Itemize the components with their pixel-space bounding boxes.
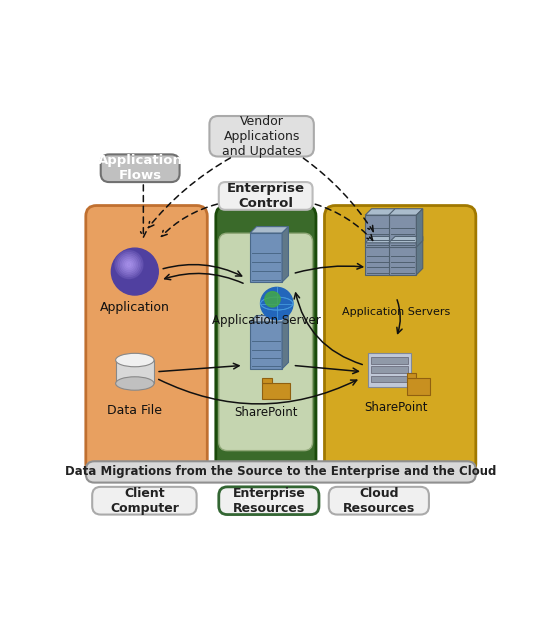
- Polygon shape: [389, 237, 423, 243]
- FancyBboxPatch shape: [368, 353, 411, 387]
- Text: Vendor
Applications
and Updates: Vendor Applications and Updates: [222, 115, 301, 158]
- Text: Application Servers: Application Servers: [342, 307, 450, 317]
- FancyBboxPatch shape: [262, 378, 272, 383]
- FancyBboxPatch shape: [407, 373, 416, 378]
- Circle shape: [122, 257, 136, 272]
- FancyBboxPatch shape: [250, 322, 282, 369]
- Polygon shape: [365, 209, 399, 215]
- FancyBboxPatch shape: [365, 215, 393, 247]
- Circle shape: [123, 259, 135, 270]
- Ellipse shape: [116, 353, 154, 366]
- Polygon shape: [389, 209, 423, 215]
- Polygon shape: [250, 316, 289, 322]
- Text: Application Server: Application Server: [212, 314, 321, 327]
- Text: Application: Application: [100, 302, 170, 315]
- Text: Data Migrations from the Source to the Enterprise and the Cloud: Data Migrations from the Source to the E…: [65, 465, 497, 478]
- Circle shape: [115, 250, 143, 279]
- Text: Client
Computer: Client Computer: [110, 487, 179, 515]
- Text: Enterprise
Resources: Enterprise Resources: [233, 487, 305, 515]
- Circle shape: [117, 252, 141, 277]
- Polygon shape: [282, 227, 289, 282]
- Text: SharePoint: SharePoint: [364, 402, 428, 415]
- FancyBboxPatch shape: [365, 243, 393, 275]
- FancyBboxPatch shape: [262, 383, 289, 399]
- FancyBboxPatch shape: [250, 233, 282, 282]
- Text: Application
Flows: Application Flows: [98, 154, 183, 182]
- FancyBboxPatch shape: [329, 487, 429, 515]
- Polygon shape: [416, 237, 423, 275]
- Text: Cloud
Resources: Cloud Resources: [343, 487, 415, 515]
- Polygon shape: [365, 237, 399, 243]
- Polygon shape: [393, 237, 399, 275]
- Polygon shape: [282, 316, 289, 369]
- FancyBboxPatch shape: [219, 487, 319, 515]
- FancyBboxPatch shape: [389, 243, 416, 275]
- Ellipse shape: [116, 377, 154, 390]
- Text: SharePoint: SharePoint: [234, 406, 298, 419]
- FancyBboxPatch shape: [389, 215, 416, 247]
- FancyBboxPatch shape: [324, 206, 476, 474]
- FancyBboxPatch shape: [210, 116, 314, 156]
- FancyBboxPatch shape: [86, 461, 476, 483]
- Polygon shape: [416, 209, 423, 247]
- Circle shape: [111, 248, 158, 295]
- Polygon shape: [393, 209, 399, 247]
- Text: Data File: Data File: [107, 404, 162, 417]
- FancyBboxPatch shape: [216, 206, 316, 474]
- FancyBboxPatch shape: [86, 206, 207, 474]
- FancyBboxPatch shape: [101, 154, 179, 182]
- Text: Enterprise
Control: Enterprise Control: [227, 182, 305, 210]
- FancyBboxPatch shape: [407, 378, 430, 395]
- FancyBboxPatch shape: [371, 376, 408, 383]
- Polygon shape: [250, 227, 289, 233]
- FancyBboxPatch shape: [219, 182, 312, 210]
- FancyBboxPatch shape: [371, 366, 408, 373]
- Circle shape: [120, 256, 138, 274]
- FancyBboxPatch shape: [116, 360, 154, 384]
- FancyBboxPatch shape: [371, 357, 408, 363]
- Circle shape: [261, 287, 293, 320]
- FancyBboxPatch shape: [92, 487, 197, 515]
- Circle shape: [127, 263, 131, 267]
- FancyBboxPatch shape: [219, 233, 312, 451]
- Circle shape: [265, 292, 280, 307]
- Circle shape: [125, 261, 133, 268]
- Circle shape: [118, 254, 140, 275]
